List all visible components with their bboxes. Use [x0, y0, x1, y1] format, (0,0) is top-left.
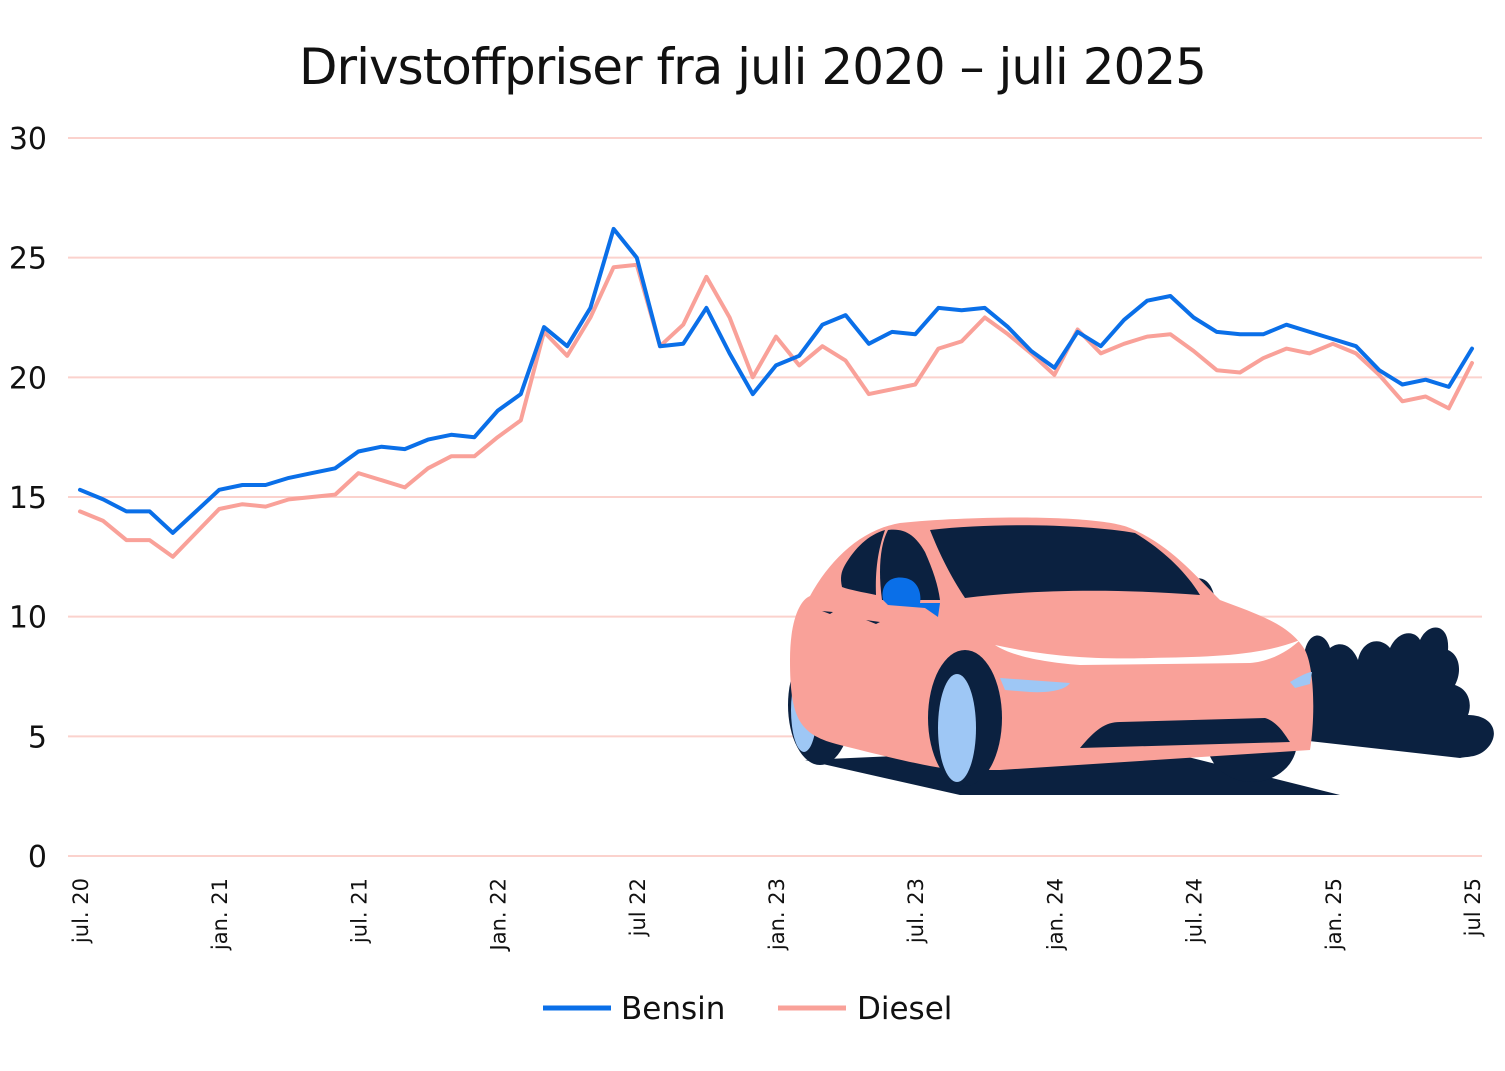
x-axis: jul. 20 jan. 21 jul. 21 Jan. 22 jul 22 jan. 2… [69, 878, 1485, 952]
legend-label-bensin: Bensin [621, 991, 725, 1027]
left-mirror [882, 577, 940, 617]
chart-title: Drivstoffpriser fra juli 2020 – juli 202… [299, 38, 1207, 96]
y-tick-label: 30 [9, 122, 47, 157]
y-axis: 0 5 10 15 20 25 30 [9, 122, 47, 875]
x-tick-label: Jan. 22 [487, 878, 511, 952]
series-lines [78, 226, 1474, 559]
light-strip [995, 640, 1300, 665]
y-tick-label: 20 [9, 361, 47, 396]
x-tick-label: jul 25 [1461, 878, 1485, 937]
x-tick-label: jul 22 [626, 878, 650, 937]
series-line-diesel [78, 262, 1474, 559]
headlight-right [1290, 672, 1312, 688]
x-tick-label: jan. 25 [1322, 878, 1346, 951]
legend: Bensin Diesel [543, 991, 952, 1027]
y-tick-label: 0 [28, 840, 47, 875]
y-tick-label: 15 [9, 481, 47, 516]
exhaust-smoke [1300, 627, 1494, 758]
windshield [930, 525, 1200, 598]
door-handle [822, 611, 880, 624]
x-tick-label: jan. 24 [1043, 878, 1067, 951]
x-tick-label: jan. 23 [765, 878, 789, 951]
y-tick-label: 25 [9, 242, 47, 277]
car-illustration [788, 517, 1494, 795]
side-window-rear [841, 530, 885, 595]
headlight-left [1000, 678, 1070, 693]
x-tick-label: jan. 21 [208, 878, 232, 951]
y-tick-label: 5 [28, 720, 47, 755]
legend-label-diesel: Diesel [857, 991, 952, 1027]
series-line-bensin [78, 226, 1474, 535]
x-tick-label: jul. 23 [904, 878, 928, 944]
x-tick-label: jul. 21 [347, 878, 371, 944]
front-hubcap [938, 674, 976, 782]
x-tick-label: jul. 24 [1183, 878, 1207, 944]
front-grille [1080, 718, 1290, 748]
y-tick-label: 10 [9, 601, 47, 636]
x-tick-label: jul. 20 [69, 878, 93, 944]
